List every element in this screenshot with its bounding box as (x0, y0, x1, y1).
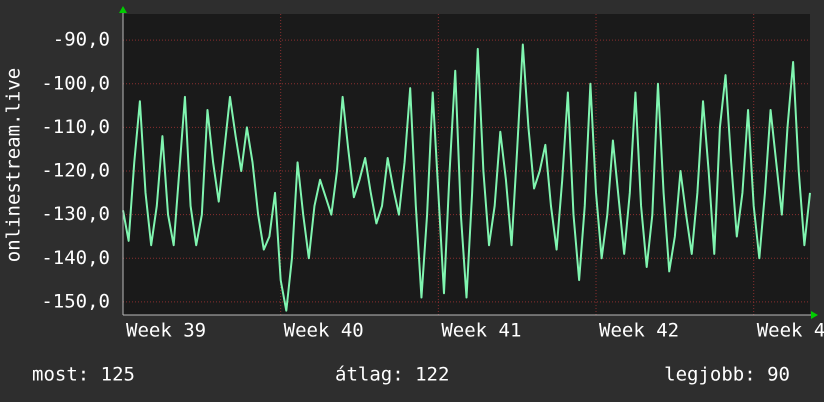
footer-best: legjobb: 90 (664, 364, 790, 386)
x-tick-label: Week 41 (441, 320, 521, 342)
y-axis-title: onlinestream.live (3, 68, 25, 262)
y-tick-label: -120,0 (41, 160, 110, 182)
plot-area (123, 14, 810, 315)
footer-average: átlag: 122 (335, 364, 449, 386)
y-tick-label: -100,0 (41, 72, 110, 94)
y-tick-label: -90,0 (53, 29, 110, 51)
x-tick-label: Week 43 (757, 320, 824, 342)
x-tick-label: Week 42 (599, 320, 679, 342)
x-tick-label: Week 40 (284, 320, 364, 342)
x-tick-label: Week 39 (126, 320, 206, 342)
y-tick-label: -130,0 (41, 203, 110, 225)
y-tick-label: -150,0 (41, 290, 110, 312)
y-arrow (119, 6, 127, 13)
lines (122, 43, 811, 312)
y-tick-label: -140,0 (41, 247, 110, 269)
series-line (122, 43, 811, 312)
footer-current: most: 125 (32, 364, 135, 386)
x-arrow (811, 311, 818, 319)
y-tick-label: -110,0 (41, 116, 110, 138)
